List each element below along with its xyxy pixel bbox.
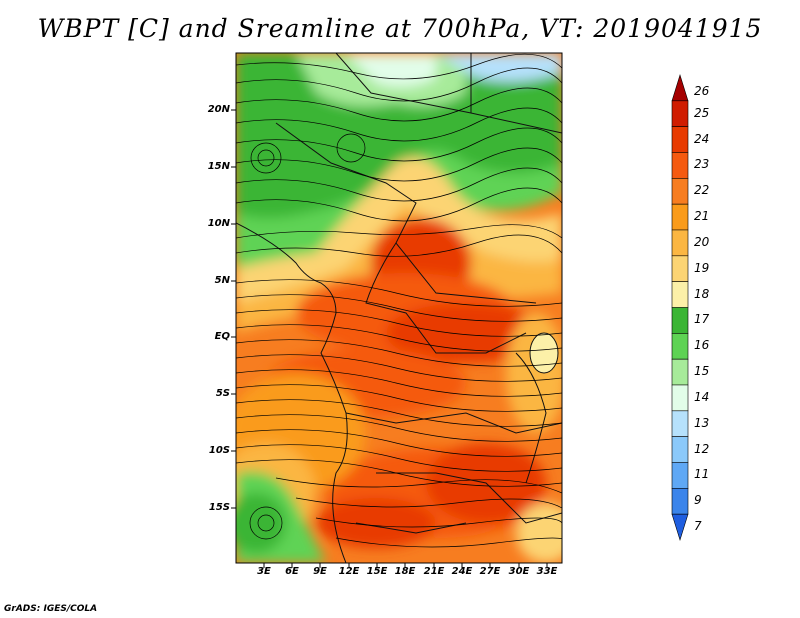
colorbar-segment-26 [671,73,689,102]
lon-label-21e: 21E [423,566,445,577]
colorbar-label-12: 12 [694,441,710,456]
lat-label-15s: 15S [208,502,230,513]
lon-label-6e: 6E [285,566,299,577]
colorbar-segment-16 [671,333,689,360]
colorbar-label-15: 15 [694,364,710,379]
lon-label-9e: 9E [313,566,327,577]
lat-label-20n: 20N [207,104,230,115]
colorbar-segment-14 [671,384,689,412]
colorbar-label-17: 17 [694,312,710,327]
streamlines [236,53,562,548]
lat-label-5s: 5S [215,388,230,399]
country-borders [236,53,562,563]
lake-victoria [529,332,559,374]
colorbar-label-25: 25 [694,105,710,120]
colorbar-label-22: 22 [694,183,710,198]
colorbar-segment-13 [671,410,689,437]
colorbar-label-26: 26 [694,83,710,98]
colorbar-label-20: 20 [694,234,710,249]
colorbar-label-24: 24 [694,131,710,146]
lat-label-10s: 10S [208,445,230,456]
colorbar-label-9: 9 [694,493,702,508]
lat-label-eq: EQ [214,331,230,342]
colorbar-label-13: 13 [694,415,710,430]
lon-label-24e: 24E [451,566,473,577]
lat-label-10n: 10N [207,218,230,229]
lon-label-15e: 15E [366,566,388,577]
lon-label-12e: 12E [338,566,360,577]
lat-label-15n: 15N [207,161,230,172]
colorbar-segment-19 [671,255,689,282]
colorbar-segment-18 [671,281,689,308]
colorbar-label-14: 14 [694,389,710,404]
colorbar-segment-11 [671,462,689,489]
colorbar-segment-22 [671,178,689,205]
colorbar-label-11: 11 [694,467,710,482]
grads-credit: GrADS: IGES/COLA [4,604,98,614]
map-border [235,52,563,564]
colorbar-label-19: 19 [694,260,710,275]
colorbar-segment-17 [671,307,689,334]
lat-tick-marks [231,109,236,509]
lat-label-5n: 5N [214,275,230,286]
colorbar-label-7: 7 [694,519,702,534]
colorbar-segment-25 [671,100,689,127]
map-title: WBPT [C] and Sreamline at 700hPa, VT: 20… [37,14,763,43]
lon-label-30e: 30E [508,566,530,577]
colorbar-segment-20 [671,229,689,257]
lon-tick-marks [263,563,548,568]
lon-label-33e: 33E [536,566,558,577]
colorbar-label-23: 23 [694,157,710,172]
lon-label-18e: 18E [394,566,416,577]
colorbar-segment-23 [671,152,689,179]
colorbar-segment-21 [671,203,689,231]
colorbar-segment-9 [671,488,689,515]
lon-label-27e: 27E [479,566,501,577]
wbpt-field [236,53,562,563]
map-panel [236,53,562,563]
colorbar-segment-15 [671,358,689,386]
colorbar [671,73,689,542]
colorbar-label-21: 21 [694,209,710,224]
colorbar-label-16: 16 [694,338,710,353]
colorbar-segment-24 [671,126,689,153]
colorbar-segment-12 [671,436,689,463]
colorbar-label-18: 18 [694,286,710,301]
colorbar-segment-7 [671,513,689,542]
lon-label-3e: 3E [257,566,271,577]
